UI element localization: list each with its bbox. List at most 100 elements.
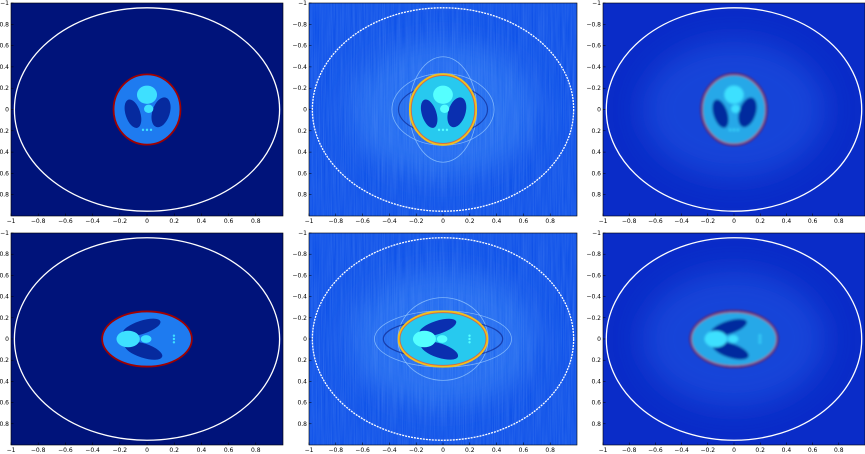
phantom-dot-1 xyxy=(468,337,471,341)
x-tick-label: −0.2 xyxy=(113,447,128,454)
y-tick-label: −1 xyxy=(592,0,601,7)
x-tick-label: −0.2 xyxy=(113,218,128,225)
x-tick-label: 0.8 xyxy=(545,447,555,454)
plot-area xyxy=(603,3,865,216)
y-tick-label: −1 xyxy=(298,230,307,237)
x-tick-label: 0 xyxy=(732,218,736,225)
y-tick-label: 0 xyxy=(303,107,307,114)
x-tick-label: −1 xyxy=(7,447,16,454)
x-tick-label: 0.8 xyxy=(251,447,261,454)
x-tick-label: −0.8 xyxy=(622,447,637,454)
x-tick-label: −0.6 xyxy=(58,447,73,454)
y-tick-label: −1 xyxy=(0,230,9,237)
x-tick-label: −0.6 xyxy=(58,218,73,225)
x-tick-label: −1 xyxy=(305,447,314,454)
y-tick-label: −0.4 xyxy=(0,64,9,71)
phantom-bright-center xyxy=(731,104,741,114)
support-ellipse xyxy=(605,237,863,441)
support-ellipse xyxy=(311,237,575,441)
phantom-dot-2 xyxy=(149,128,153,132)
phantom-dot-0 xyxy=(758,334,762,337)
y-tick-label: 0.2 xyxy=(591,128,601,135)
x-tick-label: 0.2 xyxy=(465,447,475,454)
x-tick-label: −0.4 xyxy=(382,218,397,225)
y-tick-label: 0.6 xyxy=(0,400,9,407)
y-tick-label: 0.8 xyxy=(0,192,9,199)
x-tick-label: 0.2 xyxy=(755,447,765,454)
x-tick-label: 0 xyxy=(145,218,149,225)
phantom-bright-left xyxy=(704,330,728,348)
phantom xyxy=(689,310,779,368)
y-tick-label: 0.6 xyxy=(591,170,601,177)
x-tick-label: −0.2 xyxy=(701,447,716,454)
y-tick-label: −0.6 xyxy=(292,43,307,50)
x-tick-label: 0.4 xyxy=(197,218,207,225)
y-tick-label: −0.2 xyxy=(0,85,9,92)
x-tick-label: 0 xyxy=(145,447,149,454)
x-tick-label: −0.4 xyxy=(85,218,100,225)
phantom-dot-1 xyxy=(732,128,736,132)
y-tick-label: −1 xyxy=(0,0,9,7)
x-tick-label: −0.8 xyxy=(622,218,637,225)
plot-area xyxy=(309,3,577,216)
y-tick-label: 0 xyxy=(303,336,307,343)
x-tick-label: −0.2 xyxy=(409,218,424,225)
phantom-dark-right xyxy=(738,97,757,128)
x-tick-label: 0.6 xyxy=(519,447,529,454)
y-tick-label: 0.8 xyxy=(591,421,601,428)
y-tick-label: 0.6 xyxy=(0,170,9,177)
y-tick-label: −0.8 xyxy=(292,21,307,28)
phantom-dot-2 xyxy=(172,341,176,344)
x-tick-label: −0.8 xyxy=(329,447,344,454)
phantom-rim xyxy=(399,312,487,366)
y-tick-label: 0 xyxy=(597,107,601,114)
y-tick-label: −0.2 xyxy=(292,315,307,322)
phantom-bright-center xyxy=(143,104,154,114)
phantom-bright-top xyxy=(433,85,453,104)
x-tick-label: 0.4 xyxy=(197,447,207,454)
phantom-rim xyxy=(410,75,476,144)
y-tick-label: 0.4 xyxy=(0,378,9,385)
x-tick-label: −1 xyxy=(599,218,608,225)
phantom xyxy=(101,310,193,368)
phantom xyxy=(112,73,182,146)
y-tick-label: 0.4 xyxy=(297,149,307,156)
x-tick-label: 0.4 xyxy=(492,447,502,454)
phantom-dark-right xyxy=(151,97,171,128)
y-tick-label: 0.2 xyxy=(297,357,307,364)
x-tick-label: 0.4 xyxy=(782,447,792,454)
y-tick-label: −0.6 xyxy=(0,43,9,50)
plot-area xyxy=(603,233,865,445)
y-tick-label: 0.2 xyxy=(297,128,307,135)
phantom-dot-1 xyxy=(145,128,149,132)
x-tick-label: 0.8 xyxy=(251,218,261,225)
x-tick-label: −0.4 xyxy=(674,447,689,454)
x-tick-label: 0.6 xyxy=(224,218,234,225)
phantom-bright-left xyxy=(116,330,140,348)
plot-area xyxy=(309,233,577,445)
y-tick-label: −0.8 xyxy=(0,251,9,258)
phantom xyxy=(374,297,512,381)
y-tick-label: −0.6 xyxy=(586,272,601,279)
x-tick-label: −0.6 xyxy=(648,447,663,454)
panel-horizontal_noisy: −1 −0.8 −0.6 −0.4 −0.2 0 0.2 0.4 0.6 0.8 −1 −0.8 −0.… xyxy=(292,230,578,454)
x-tick-label: −1 xyxy=(305,218,314,225)
x-tick-label: 0.4 xyxy=(492,218,502,225)
x-tick-label: 0.6 xyxy=(808,218,818,225)
x-tick-label: −0.4 xyxy=(85,447,100,454)
y-tick-label: −0.8 xyxy=(586,251,601,258)
y-tick-label: −1 xyxy=(298,0,307,7)
x-tick-label: −0.6 xyxy=(355,447,370,454)
phantom-bright-left xyxy=(412,330,436,348)
x-tick-label: 0.4 xyxy=(782,218,792,225)
x-tick-label: 0.2 xyxy=(465,218,475,225)
y-tick-label: 0.8 xyxy=(0,421,9,428)
panel-vertical_clean: −1 −0.8 −0.6 −0.4 −0.2 0 0.2 0.4 0.6 0.8 −1 −0.8 −0.… xyxy=(0,0,284,225)
phantom-dot-1 xyxy=(441,128,445,132)
phantom xyxy=(700,73,768,146)
y-tick-label: 0 xyxy=(597,336,601,343)
x-tick-label: 0.2 xyxy=(169,218,179,225)
y-tick-label: 0.4 xyxy=(591,378,601,385)
x-tick-label: 0 xyxy=(441,218,445,225)
